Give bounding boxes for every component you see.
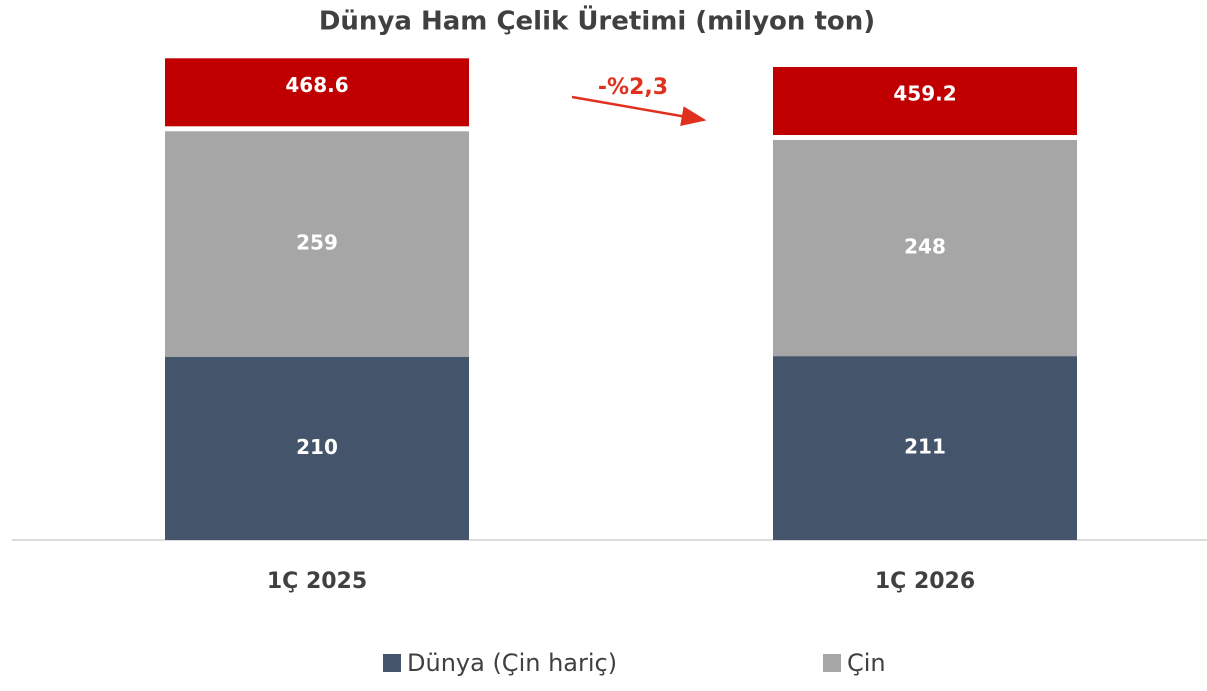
annotation: -%2,3: [598, 75, 668, 100]
value-label: 259: [296, 231, 338, 255]
legend-swatch: [823, 654, 841, 672]
legend-swatch: [383, 654, 401, 672]
total-box: [165, 58, 469, 127]
legend-label: Çin: [847, 649, 886, 677]
total-box: [773, 67, 1077, 136]
bar-segment: [165, 131, 469, 357]
total-label: 459.2: [893, 82, 956, 106]
bar-segment: [773, 356, 1077, 540]
value-label: 210: [296, 435, 338, 459]
total-label: 468.6: [285, 73, 348, 97]
value-label: 248: [904, 235, 946, 259]
bar-segment: [165, 357, 469, 540]
bar-segment: [773, 140, 1077, 357]
change-arrow: [571, 95, 707, 126]
x-tick-label: 1Ç 2026: [875, 569, 975, 594]
legend-label: Dünya (Çin hariç): [407, 649, 617, 677]
chart-title: Dünya Ham Çelik Üretimi (milyon ton): [319, 4, 875, 37]
value-label: 211: [904, 435, 946, 459]
x-tick-label: 1Ç 2025: [267, 569, 367, 594]
